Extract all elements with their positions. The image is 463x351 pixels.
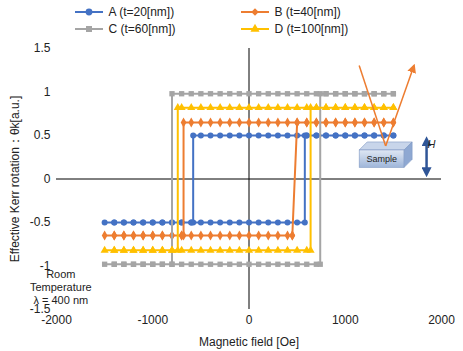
- html-text:B (t=40[nm]): B (t=40[nm]): [274, 4, 341, 19]
- svg-text:Effective Kerr rotation：θk[a.u: Effective Kerr rotation：θk[a.u.]: [8, 96, 22, 263]
- svg-text:-0.5: -0.5: [30, 215, 51, 229]
- svg-text:0: 0: [44, 172, 51, 186]
- html-text:C (t=60[nm]): C (t=60[nm]): [108, 22, 176, 37]
- svg-text:H: H: [428, 138, 436, 150]
- svg-text:1000: 1000: [332, 313, 359, 327]
- svg-text:2000: 2000: [428, 313, 455, 327]
- html-text:D (t=100[nm]): D (t=100[nm]): [274, 22, 349, 37]
- svg-text:-2000: -2000: [41, 313, 72, 327]
- svg-text:RoomTemperatureλ = 400 nm: RoomTemperatureλ = 400 nm: [30, 268, 92, 306]
- svg-text:1.5: 1.5: [34, 41, 51, 55]
- svg-text:0: 0: [246, 313, 253, 327]
- html-text:A (t=20[nm]): A (t=20[nm]): [108, 4, 175, 19]
- svg-text:1: 1: [44, 85, 51, 99]
- svg-text:Sample: Sample: [366, 154, 397, 164]
- svg-text:Magnetic field [Oe]: Magnetic field [Oe]: [199, 335, 299, 349]
- svg-text:-1: -1: [39, 258, 51, 273]
- svg-text:-1000: -1000: [137, 313, 168, 327]
- svg-text:0.5: 0.5: [34, 128, 51, 142]
